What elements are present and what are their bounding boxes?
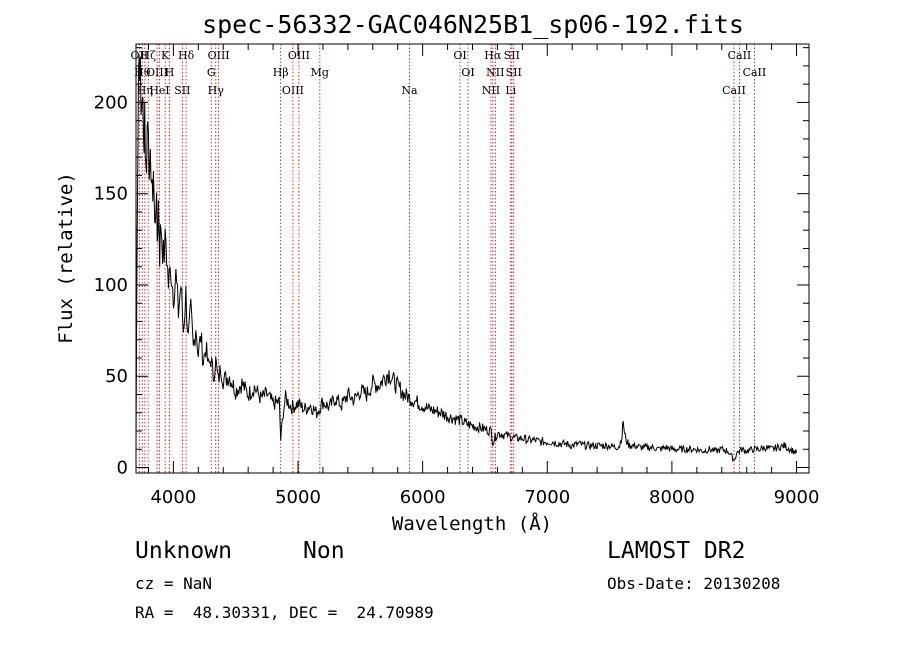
spectral-line-label: Hδ [178,49,195,62]
x-tick-label: 4000 [150,487,196,508]
spectral-line-label: SII [504,49,520,62]
spectral-line-label: CaII [722,84,746,97]
y-tick-label: 150 [94,184,128,205]
spectral-line-label: Hγ [208,84,225,97]
y-tick-label: 100 [94,275,128,296]
spectral-line-label: NII [486,66,504,79]
spectral-line-label: OII [131,49,149,62]
spectral-lines-layer: OIIHθHηHζOIIIHeIKHSIIHδGHγOIIIHβOIIIOIII… [131,44,767,473]
plot-frame [135,43,810,474]
coordinates-text: RA = 48.30331, DEC = 24.70989 [135,603,434,622]
redshift-text: cz = NaN [135,574,213,593]
x-tick-label: 7000 [524,487,570,508]
spectral-line-label: OIII [288,49,310,62]
spectral-line-label: HeI [149,84,169,97]
spectral-line-label: CaII [728,49,752,62]
axis-ticks-layer: 4000 5000 6000 7000 8000 9000 0 50 100 150 200 [94,44,820,508]
spectral-line-label: OI [453,49,466,62]
spectral-line-label: OIII [282,84,304,97]
survey-name: LAMOST DR2 [607,538,746,564]
spectral-line-label: SII [174,84,190,97]
chart-title: spec-56332-GAC046N25B1_sp06-192.fits [202,10,744,39]
y-tick-label: 0 [117,458,128,479]
x-tick-label: 9000 [774,487,820,508]
spectral-line-label: Mg [311,66,329,79]
x-tick-label: 5000 [275,487,321,508]
spectral-line-label: OIII [208,49,230,62]
spectrum-line [135,56,797,463]
y-tick-label: 200 [94,92,128,113]
spectral-line-label: G [207,66,216,79]
spectral-line-label: SII [506,66,522,79]
spectral-line-label: Hβ [273,66,289,79]
spectral-line-label: OIII [146,66,168,79]
spectral-line-label: Li [505,84,516,97]
obs-date-text: Obs-Date: 20130208 [607,574,781,593]
spectral-line-label: Hζ [140,49,156,62]
y-tick-label: 50 [105,366,128,387]
x-tick-label: 8000 [649,487,695,508]
spectral-line-label: Hα [484,49,502,62]
y-axis-label: Flux (relative) [55,172,77,344]
x-axis-label: Wavelength (Å) [392,512,552,535]
spectral-line-label: OI [461,66,474,79]
spectral-line-label: K [161,49,170,62]
spectral-line-label: NII [482,84,500,97]
spectral-line-label: H [165,66,175,79]
spectral-line-label: CaII [743,66,767,79]
object-class: Unknown [135,538,232,564]
x-tick-label: 6000 [400,487,446,508]
spectral-line-label: Na [401,84,418,97]
series-layer [135,56,797,463]
object-subclass: Non [303,538,345,564]
